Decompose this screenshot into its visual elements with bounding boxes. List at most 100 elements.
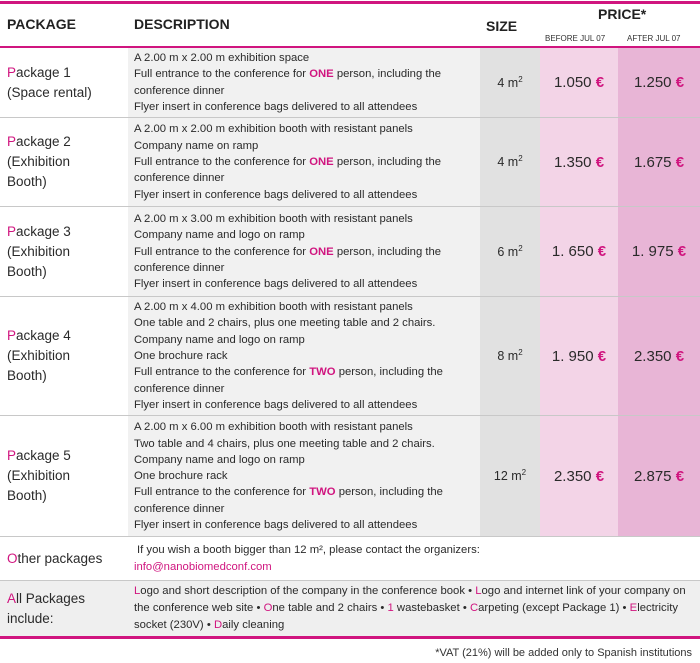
description-line: conference dinner — [134, 260, 476, 276]
first-letter: L — [134, 585, 141, 598]
price-value: 1.350 — [553, 153, 592, 171]
label-rest: wastebasket — [393, 602, 460, 615]
text: A 2.00 m x 6.00 m exhibition booth with … — [134, 421, 413, 434]
text: Company name and logo on ramp — [134, 229, 305, 242]
other-packages-row: Other packages If you wish a booth bigger… — [0, 536, 700, 582]
all-packages-row: All Packages include: Logo and short desc… — [0, 580, 700, 640]
all-label: All Packages include: — [0, 580, 128, 640]
text: One brochure rack — [134, 470, 228, 483]
label-rest: ther packages — [17, 550, 103, 566]
bullet-separator: • — [619, 602, 630, 615]
label-rest: ogo and internet link of your company on… — [134, 585, 686, 615]
price-before: 1.350 € — [540, 117, 618, 208]
description-line: One brochure rack — [134, 348, 476, 364]
label-rest: ackage 4 — [16, 328, 71, 344]
text: Full entrance to the conference for — [134, 245, 310, 258]
text: person, including the — [333, 156, 442, 169]
euro-icon: € — [595, 153, 605, 171]
package-name: Package 3 — [7, 222, 128, 242]
package-subtitle: (Exhibition Booth) — [7, 243, 71, 279]
label-rest: aily cleaning — [222, 619, 285, 632]
header-before: BEFORE JUL 07 — [545, 34, 606, 43]
included-item: Daily cleaning — [214, 619, 284, 631]
description-line: A 2.00 m x 2.00 m exhibition space — [134, 50, 476, 66]
package-row: Package 2 (Exhibition Booth) A 2.00 m x 2.… — [0, 117, 700, 208]
text: person, including the — [335, 366, 443, 379]
text: person, including the — [335, 486, 443, 499]
table-header: PACKAGE DESCRIPTION SIZE PRICE* BEFORE J… — [0, 4, 700, 48]
price-value: 2.350 — [553, 467, 592, 485]
squared: 2 — [518, 243, 523, 253]
description-line: Flyer insert in conference bags delivere… — [134, 276, 476, 292]
euro-icon: € — [675, 467, 685, 485]
text: A 2.00 m x 2.00 m exhibition space — [134, 52, 310, 64]
description-line: Flyer insert in conference bags delivere… — [134, 397, 476, 413]
label-rest: ll Packages include: — [7, 590, 86, 626]
text: conference dinner — [134, 261, 225, 274]
included-item: Electricity socket (230V) — [134, 602, 678, 631]
euro-icon: € — [597, 243, 607, 261]
package-size: 4 m2 — [480, 117, 540, 208]
euro-icon: € — [597, 347, 607, 365]
highlight-word: ONE — [309, 156, 334, 169]
text: Full entrance to the conference for — [134, 366, 310, 379]
label-rest: ackage 3 — [16, 223, 71, 239]
price-before: 1. 650 € — [540, 206, 618, 298]
squared: 2 — [521, 468, 527, 478]
package-size: 8 m2 — [480, 296, 540, 417]
other-text: If you wish a booth bigger than 12 m², p… — [128, 536, 700, 582]
description-line: Company name on ramp — [134, 138, 476, 154]
header-price: PRICE* — [598, 6, 647, 22]
first-letter: P — [7, 328, 17, 344]
label-rest: ackage 1 — [16, 64, 71, 80]
package-description: A 2.00 m x 2.00 m exhibition booth with … — [128, 117, 480, 208]
first-letter: P — [7, 134, 17, 150]
description-line: conference dinner — [134, 170, 476, 186]
description-line: Full entrance to the conference for ONE … — [134, 66, 476, 82]
highlight-word: TWO — [309, 366, 336, 379]
first-letter: D — [213, 619, 223, 632]
package-name: Package 1 — [7, 63, 128, 83]
squared: 2 — [518, 154, 523, 164]
description-line: conference dinner — [134, 83, 476, 99]
package-subtitle: (Exhibition Booth) — [7, 154, 71, 190]
euro-icon: € — [595, 74, 605, 92]
first-letter: 1 — [387, 602, 394, 615]
text: conference dinner — [134, 84, 225, 97]
first-letter: P — [7, 448, 17, 464]
label-rest: lectricity socket (230V) — [134, 602, 678, 632]
first-letter: A — [7, 590, 17, 606]
description-line: Full entrance to the conference for ONE … — [134, 244, 476, 260]
price-after: 2.875 € — [618, 415, 700, 538]
text: Flyer insert in conference bags delivere… — [134, 398, 418, 411]
first-letter: O — [7, 550, 18, 566]
contact-email-link[interactable]: info@nanobiomedconf.com — [134, 560, 272, 573]
package-size: 12 m2 — [480, 415, 540, 538]
text: Two table and 4 chairs, plus one meeting… — [134, 437, 435, 450]
package-row: Package 5 (Exhibition Booth) A 2.00 m x 6.… — [0, 415, 700, 538]
text: conference dinner — [134, 172, 225, 185]
text: Company name and logo on ramp — [134, 453, 305, 466]
price-before: 1. 950 € — [540, 296, 618, 417]
size-value: 6 m — [497, 244, 519, 259]
package-subtitle: (Exhibition Booth) — [7, 468, 71, 504]
description-line: Company name and logo on ramp — [134, 227, 476, 243]
included-item: Logo and internet link of your company o… — [134, 585, 686, 614]
description-line: Full entrance to the conference for TWO … — [134, 364, 476, 380]
text: A 2.00 m x 3.00 m exhibition booth with … — [134, 212, 413, 225]
first-letter: P — [7, 223, 17, 239]
euro-icon: € — [675, 74, 685, 92]
package-name-cell: Package 5 (Exhibition Booth) — [0, 415, 128, 538]
package-size: 4 m2 — [480, 48, 540, 119]
price-after: 2.350 € — [618, 296, 700, 417]
description-line: Flyer insert in conference bags delivere… — [134, 517, 476, 533]
description-line: A 2.00 m x 4.00 m exhibition booth with … — [134, 299, 476, 315]
text: Flyer insert in conference bags delivere… — [134, 519, 418, 531]
bullet-separator: • — [377, 602, 388, 615]
vat-footnote: *VAT (21%) will be added only to Spanish… — [435, 647, 692, 660]
label-rest: ogo and short description of the company… — [140, 585, 465, 598]
label-rest: ackage 2 — [16, 134, 71, 150]
text: A 2.00 m x 2.00 m exhibition booth with … — [134, 123, 413, 136]
highlight-word: ONE — [309, 245, 334, 258]
all-items: Logo and short description of the compan… — [128, 580, 700, 640]
